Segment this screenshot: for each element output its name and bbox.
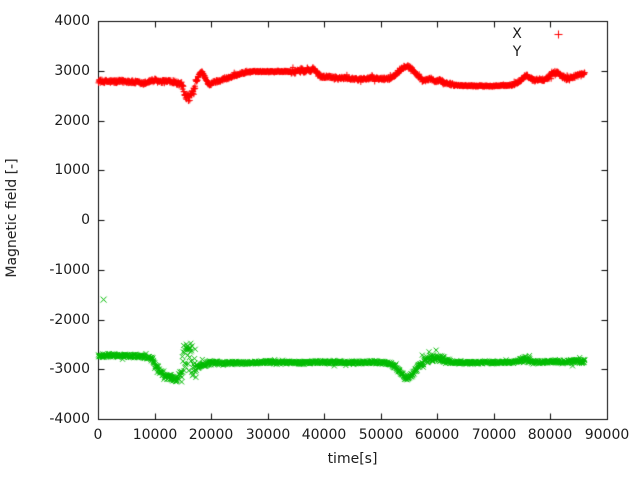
x-axis-title: time[s]: [327, 451, 378, 467]
y-tick-label: 0: [81, 212, 90, 228]
y-tick-label: -3000: [49, 361, 90, 377]
y-tick-label: 1000: [54, 162, 90, 178]
x-tick-label: 0: [93, 427, 103, 443]
y-tick-label: -4000: [49, 411, 90, 427]
x-tick-label: 60000: [414, 427, 460, 443]
x-tick-label: 20000: [188, 427, 234, 443]
legend-entry-y-label: Y: [512, 44, 522, 60]
x-tick-label: 70000: [471, 427, 517, 443]
y-tick-label: 2000: [54, 113, 90, 129]
y-tick-label: 3000: [54, 63, 90, 79]
x-tick-label: 10000: [132, 427, 178, 443]
x-tick-label: 50000: [358, 427, 404, 443]
x-tick-label: 30000: [245, 427, 291, 443]
y-tick-label: -2000: [49, 312, 90, 328]
x-tick-label: 40000: [301, 427, 347, 443]
x-tick-label: 90000: [584, 427, 630, 443]
y-tick-label: 4000: [54, 13, 90, 29]
x-tick-label: 80000: [527, 427, 573, 443]
legend-entry-x-label: X: [512, 26, 522, 42]
y-tick-label: -1000: [49, 262, 90, 278]
